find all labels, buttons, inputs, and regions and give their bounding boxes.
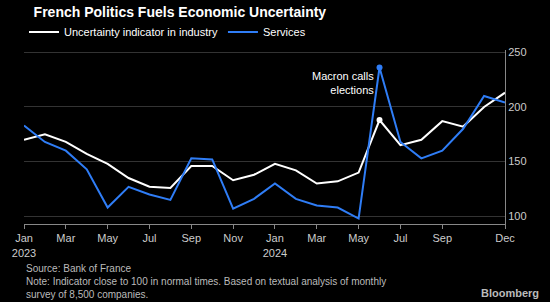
svg-text:250: 250: [508, 46, 526, 58]
svg-text:Jan2023: Jan2023: [12, 232, 36, 258]
svg-text:Source: Bank of France: Source: Bank of France: [26, 263, 131, 274]
svg-text:Dec: Dec: [495, 232, 515, 244]
svg-text:Bloomberg: Bloomberg: [481, 287, 539, 299]
svg-text:Mar: Mar: [56, 232, 75, 244]
svg-text:May: May: [97, 232, 118, 244]
svg-text:Uncertainty indicator in indus: Uncertainty indicator in industry: [64, 26, 218, 38]
svg-text:May: May: [348, 232, 369, 244]
svg-text:Note: Indicator close to 100 i: Note: Indicator close to 100 in normal t…: [26, 276, 386, 300]
svg-text:100: 100: [508, 210, 526, 222]
svg-text:Jan2024: Jan2024: [263, 232, 287, 258]
svg-text:200: 200: [508, 101, 526, 113]
svg-text:French Politics Fuels Economic: French Politics Fuels Economic Uncertain…: [34, 4, 327, 20]
svg-text:Macron callselections: Macron callselections: [312, 70, 374, 96]
svg-text:Mar: Mar: [307, 232, 326, 244]
svg-text:Jul: Jul: [142, 232, 156, 244]
svg-text:Sep: Sep: [432, 232, 452, 244]
svg-text:Jul: Jul: [393, 232, 407, 244]
svg-text:Nov: Nov: [223, 232, 243, 244]
svg-text:Sep: Sep: [182, 232, 202, 244]
svg-text:150: 150: [508, 155, 526, 167]
svg-text:Services: Services: [263, 26, 306, 38]
